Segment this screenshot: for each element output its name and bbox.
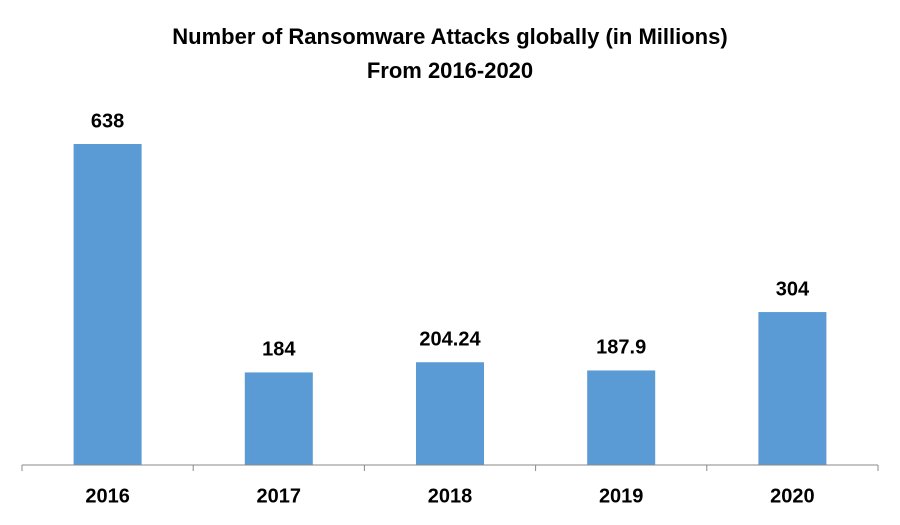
data-label: 304	[776, 278, 810, 300]
bar	[416, 362, 484, 465]
x-tick-label: 2017	[257, 485, 302, 507]
data-label: 204.24	[419, 329, 481, 351]
data-label: 184	[262, 339, 296, 361]
bar	[587, 370, 656, 465]
chart-subtitle: From 2016-2020	[367, 58, 533, 83]
x-tick-label: 2020	[770, 485, 815, 507]
x-tick-label: 2018	[428, 485, 473, 507]
x-tick-label: 2016	[85, 485, 130, 507]
x-tick-label: 2019	[599, 485, 644, 507]
data-label: 638	[91, 110, 124, 132]
data-label: 187.9	[596, 337, 646, 359]
bar	[73, 144, 142, 465]
bar	[758, 312, 827, 465]
bar	[244, 372, 313, 465]
chart-title: Number of Ransomware Attacks globally (i…	[172, 24, 727, 49]
